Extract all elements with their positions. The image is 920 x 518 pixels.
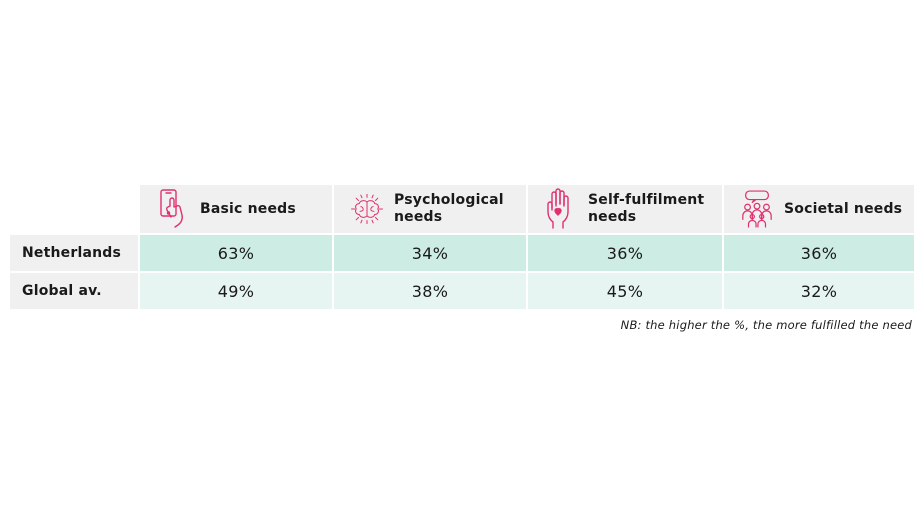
row-label-netherlands: Netherlands (10, 235, 138, 271)
table-cell: 45% (528, 273, 722, 309)
column-header-psychological-needs: Psychological needs (334, 185, 526, 233)
table-corner (10, 185, 138, 233)
heart-hand-icon (544, 187, 578, 231)
column-header-label: Societal needs (784, 200, 903, 217)
table-cell: 34% (334, 235, 526, 271)
table-cell: 36% (528, 235, 722, 271)
table-cell: 49% (140, 273, 332, 309)
column-header-label: Basic needs (200, 200, 296, 217)
needs-table: Basic needs Psychological needs (10, 185, 914, 309)
column-header-label: Self-fulfilment needs (588, 192, 705, 225)
column-header-basic-needs: Basic needs (140, 185, 332, 233)
people-speech-icon (740, 187, 774, 231)
row-label-global-average: Global av. (10, 273, 138, 309)
column-header-societal-needs: Societal needs (724, 185, 914, 233)
table-cell: 32% (724, 273, 914, 309)
column-header-label: Psychological needs (394, 192, 504, 225)
column-header-self-fulfilment-needs: Self-fulfilment needs (528, 185, 722, 233)
table-cell: 38% (334, 273, 526, 309)
footnote: NB: the higher the %, the more fulfilled… (620, 318, 912, 332)
brain-icon (350, 187, 384, 231)
hand-phone-icon (156, 187, 190, 231)
table-cell: 63% (140, 235, 332, 271)
table-cell: 36% (724, 235, 914, 271)
